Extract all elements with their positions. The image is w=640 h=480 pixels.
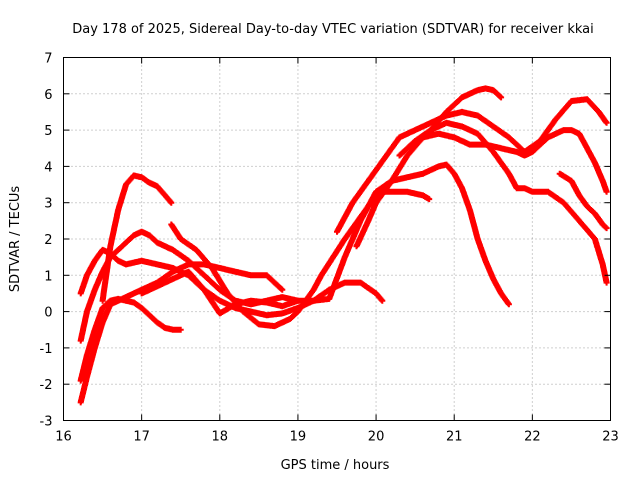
axis-ticks	[63, 57, 611, 421]
series-s9	[334, 96, 610, 235]
series-marks	[168, 188, 433, 330]
x-tick-label: 20	[368, 430, 385, 445]
y-axis-label: SDTVAR / TECUs	[8, 186, 23, 293]
data-series	[77, 85, 610, 406]
x-tick-label: 23	[602, 430, 619, 445]
y-tick-labels: -3 -2 -1 0 1 2 3 4 5 6 7	[40, 52, 53, 430]
series-s11	[396, 119, 610, 286]
series-s2	[77, 261, 286, 406]
x-tick-label: 22	[524, 430, 541, 445]
chart-title: Day 178 of 2025, Sidereal Day-to-day VTE…	[72, 22, 594, 37]
y-tick-label: 1	[44, 269, 52, 284]
y-tick-label: -3	[40, 415, 53, 430]
series-marks	[77, 295, 184, 384]
series-marks	[138, 161, 512, 317]
series-s7	[138, 161, 512, 317]
x-tick-label: 16	[55, 430, 72, 445]
x-tick-label: 21	[446, 430, 463, 445]
x-tick-label: 19	[290, 430, 307, 445]
series-marks	[396, 119, 610, 286]
y-tick-label: 3	[44, 197, 52, 212]
y-tick-label: 7	[44, 52, 52, 67]
y-tick-label: 2	[44, 233, 52, 248]
series-marks	[556, 170, 610, 232]
y-tick-label: -1	[40, 342, 53, 357]
series-s6	[168, 188, 433, 330]
series-marks	[334, 96, 610, 235]
y-tick-label: 0	[44, 306, 52, 321]
series-marks	[77, 261, 286, 406]
series-s1	[77, 295, 184, 384]
y-tick-label: 4	[44, 160, 52, 175]
y-tick-label: 5	[44, 124, 52, 139]
x-tick-labels: 16 17 18 19 20 21 22 23	[55, 430, 619, 445]
series-s12	[556, 170, 610, 232]
y-tick-label: -2	[40, 378, 53, 393]
grid-lines	[63, 57, 611, 421]
series-s5	[99, 172, 175, 304]
y-tick-label: 6	[44, 88, 52, 103]
x-axis-label: GPS time / hours	[281, 458, 390, 473]
x-tick-label: 18	[212, 430, 229, 445]
series-marks	[99, 172, 175, 304]
x-tick-label: 17	[133, 430, 150, 445]
